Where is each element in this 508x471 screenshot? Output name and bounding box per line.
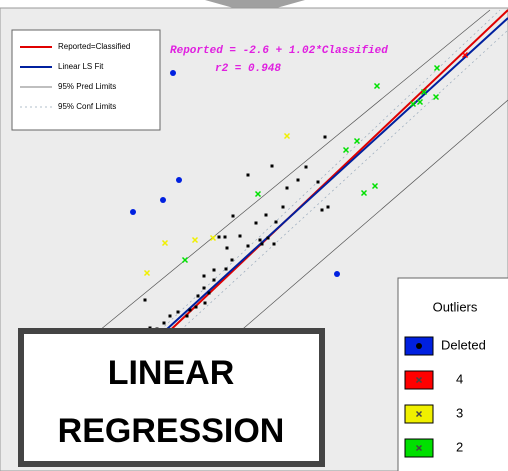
point [202,286,206,290]
fit-line [159,9,508,341]
point [420,88,428,96]
point [415,410,423,418]
point [161,239,169,247]
point [207,291,211,295]
point [160,197,166,203]
r-squared: r2 = 0.948 [215,63,281,75]
point [176,177,182,183]
point [373,82,381,90]
legend-label: 95% Conf Limits [58,102,116,111]
point [209,234,217,242]
point [415,444,423,452]
point [203,301,207,305]
point [196,294,200,298]
point [143,298,147,302]
point [246,173,250,177]
point [264,213,268,217]
legend-label: 95% Pred Limits [58,82,116,91]
point [225,246,229,250]
legend-label: 3 [456,405,463,420]
point [281,205,285,209]
point [185,314,189,318]
legend-title: Outliers [433,299,478,314]
point [254,190,262,198]
point [170,70,176,76]
point [260,242,264,246]
point [130,209,136,215]
point [342,146,350,154]
point [316,180,320,184]
point [254,221,258,225]
legend-label: Linear LS Fit [58,62,104,71]
point [266,236,270,240]
point [353,137,361,145]
fit-line [99,9,508,341]
point [409,100,417,108]
point [223,235,227,239]
point [191,236,199,244]
point [415,376,423,384]
point [246,244,250,248]
point [432,93,440,101]
point [283,132,291,140]
legend-label: 4 [456,371,463,386]
point [224,267,228,271]
point [212,268,216,272]
point [143,269,151,277]
point [323,135,327,139]
point [270,164,274,168]
fit-line [154,17,508,341]
point [217,235,221,239]
point [461,51,469,59]
point [360,189,368,197]
point [334,271,340,277]
point [162,321,166,325]
point [416,343,422,349]
point [320,208,324,212]
outliers-legend: Outliers Deleted 4 3 2 [397,277,508,471]
point [296,178,300,182]
point [272,242,276,246]
point [230,258,234,262]
point [202,274,206,278]
point [194,305,198,309]
point [285,186,289,190]
point [371,182,379,190]
legend-label: 2 [456,439,463,454]
point [238,234,242,238]
point [212,278,216,282]
point [188,308,192,312]
equation: Reported = -2.6 + 1.02*Classified [170,45,388,57]
point [433,64,441,72]
point [416,98,424,106]
point [168,314,172,318]
point [176,310,180,314]
fit-line [149,9,508,341]
point [274,220,278,224]
banner-line: LINEAR [108,354,235,392]
point [181,256,189,264]
point [304,165,308,169]
banner-line: REGRESSION [58,412,285,450]
arrow [205,0,305,14]
legend-label: Reported=Classified [58,42,130,51]
banner-box [18,328,325,467]
point [326,205,330,209]
legend-label: Deleted [441,337,486,352]
point [231,214,235,218]
point [258,238,262,242]
lines-legend: Reported=Classified Linear LS Fit 95% Pred… [11,29,161,131]
